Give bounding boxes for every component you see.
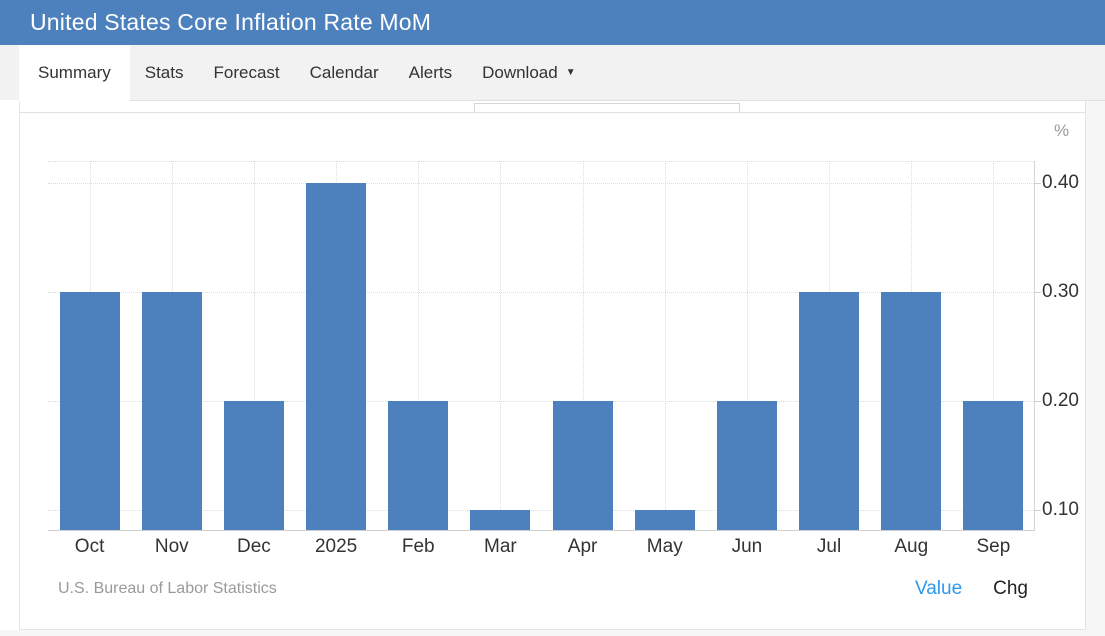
bar-sep[interactable] — [963, 401, 1024, 530]
bar-oct[interactable] — [59, 292, 120, 530]
x-axis-label: Sep — [976, 536, 1011, 557]
tab-alerts[interactable]: Alerts — [394, 45, 467, 100]
legend-item-chg[interactable]: Chg — [993, 578, 1028, 599]
bar-dec[interactable] — [223, 401, 284, 530]
y-axis-line — [1034, 161, 1035, 530]
tab-label: Alerts — [408, 62, 453, 82]
legend: Value Chg — [915, 578, 1028, 600]
bar-2025[interactable] — [306, 182, 367, 530]
x-axis-label: May — [646, 536, 683, 557]
y-axis-label: 0.20 — [1042, 390, 1079, 412]
bar-may[interactable] — [634, 510, 695, 530]
tab-calendar[interactable]: Calendar — [295, 45, 394, 100]
y-axis-unit-label: % — [1054, 121, 1070, 140]
y-axis-label: 0.10 — [1042, 499, 1079, 521]
x-axis-label: Nov — [154, 536, 189, 557]
x-axis-label: Oct — [74, 536, 105, 557]
tab-label: Summary — [38, 63, 111, 82]
card-top-border — [20, 112, 1085, 113]
x-axis-line — [48, 530, 1035, 531]
y-axis-tick — [1034, 182, 1041, 184]
bar-aug[interactable] — [881, 292, 942, 530]
x-gridline — [664, 161, 666, 530]
tab-stats[interactable]: Stats — [130, 45, 199, 100]
tab-download[interactable]: Download ▼ — [467, 45, 591, 100]
bar-chart: % 0.40 0.30 0.20 0.10 Oct Nov Dec 2025 Feb Mar Apr… — [20, 101, 1085, 629]
y-axis-label: 0.30 — [1042, 281, 1079, 302]
page-gutter — [0, 100, 19, 630]
x-axis-label: 2025 — [314, 536, 358, 557]
x-axis-label: Dec — [237, 536, 271, 557]
x-gridline — [993, 161, 995, 530]
x-axis-label: Feb — [401, 536, 435, 557]
x-gridline — [418, 161, 420, 530]
y-axis-tick — [1034, 401, 1041, 403]
x-gridline — [500, 161, 502, 530]
page-title: United States Core Inflation Rate MoM — [30, 9, 432, 35]
tab-label: Download — [482, 62, 558, 82]
tab-label: Stats — [144, 62, 184, 82]
tab-label: Calendar — [309, 62, 379, 82]
x-axis-label: Apr — [567, 536, 598, 557]
y-gridline — [48, 182, 1034, 184]
tab-summary[interactable]: Summary — [19, 45, 130, 101]
tab-bar: Summary Stats Forecast Calendar Alerts Downlo… — [0, 45, 1105, 101]
bar-feb[interactable] — [388, 401, 449, 530]
header-bar: United States Core Inflation Rate MoM — [0, 0, 1105, 45]
clipped-input[interactable] — [474, 103, 740, 112]
y-gridline — [48, 401, 1034, 403]
x-gridline — [253, 161, 255, 530]
caret-down-icon: ▼ — [565, 67, 576, 78]
y-axis-tick — [1034, 292, 1041, 293]
y-gridline — [48, 292, 1034, 293]
bar-jun[interactable] — [716, 401, 777, 530]
x-axis-label: Aug — [894, 536, 929, 557]
source-attribution: U.S. Bureau of Labor Statistics — [58, 580, 277, 597]
x-gridline — [746, 161, 748, 530]
legend-item-value[interactable]: Value — [914, 578, 963, 599]
x-axis-label: Jul — [816, 536, 842, 557]
bar-apr[interactable] — [552, 401, 613, 530]
x-axis-label: Jun — [731, 536, 763, 557]
y-axis-tick — [1034, 510, 1041, 512]
bar-mar[interactable] — [470, 510, 531, 530]
x-axis-label: Mar — [484, 536, 517, 557]
bar-jul[interactable] — [799, 292, 860, 530]
chart-card: % 0.40 0.30 0.20 0.10 Oct Nov Dec 2025 Feb Mar Apr… — [19, 101, 1086, 630]
tab-forecast[interactable]: Forecast — [198, 45, 294, 100]
x-gridline — [582, 161, 584, 530]
plot-top-gridline — [48, 161, 1034, 162]
tab-label: Forecast — [213, 62, 280, 82]
bar-nov[interactable] — [141, 292, 202, 530]
y-axis-label: 0.40 — [1042, 171, 1079, 193]
y-gridline — [48, 510, 1034, 512]
